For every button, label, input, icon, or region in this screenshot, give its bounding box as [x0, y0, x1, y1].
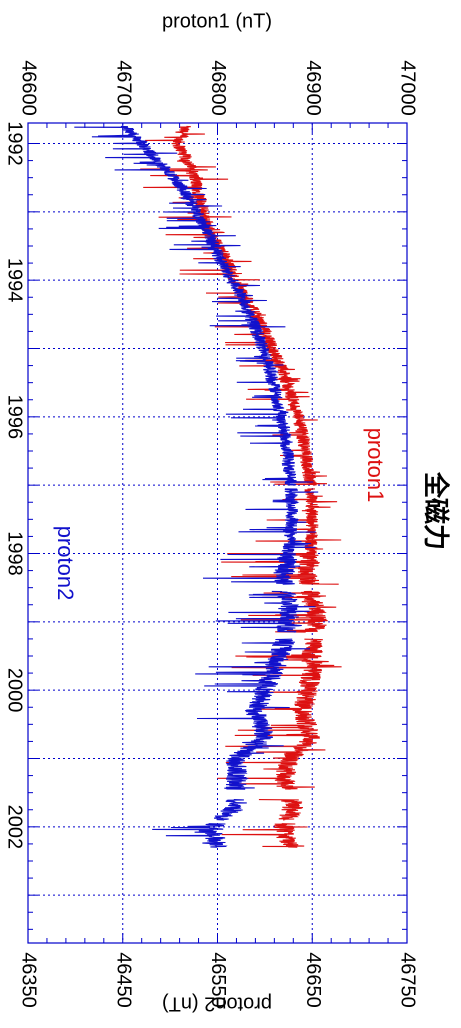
- y-right-tick-label: 46550: [207, 952, 229, 1008]
- y-right-axis-label: proton2 (nT): [162, 993, 272, 1015]
- legend-label-proton1: proton1: [363, 428, 388, 503]
- y-left-tick-label: 46800: [207, 60, 229, 116]
- series-line-proton2: [74, 125, 319, 848]
- y-right-tick-label: 46650: [302, 952, 324, 1008]
- y-left-tick-label: 47000: [397, 60, 419, 116]
- y-left-tick-label: 46700: [112, 60, 134, 116]
- plot-area: 1992 1994 1996 1998 2000 2002 46600 46700 46800 4…: [4, 10, 451, 1014]
- y-right-tick-label: 46750: [397, 952, 419, 1008]
- y-right-tick-label: 46350: [18, 952, 40, 1008]
- x-tick-label: 1994: [4, 258, 26, 303]
- legend-label-proton2: proton2: [53, 526, 78, 601]
- y-left-axis-label: proton1 (nT): [162, 10, 272, 32]
- x-tick-label: 2002: [4, 805, 26, 850]
- x-tick-label: 2000: [4, 668, 26, 713]
- y-right-tick-label: 46450: [112, 952, 134, 1008]
- y-left-tick-label: 46900: [302, 60, 324, 116]
- series-line-proton1: [140, 125, 342, 848]
- plot-frame: [27, 122, 408, 944]
- x-tick-label: 1992: [4, 121, 26, 166]
- chart-title: 全磁力: [421, 471, 451, 550]
- x-tick-label: 1998: [4, 531, 26, 576]
- y-left-tick-label: 46600: [18, 60, 40, 116]
- x-tick-label: 1996: [4, 395, 26, 440]
